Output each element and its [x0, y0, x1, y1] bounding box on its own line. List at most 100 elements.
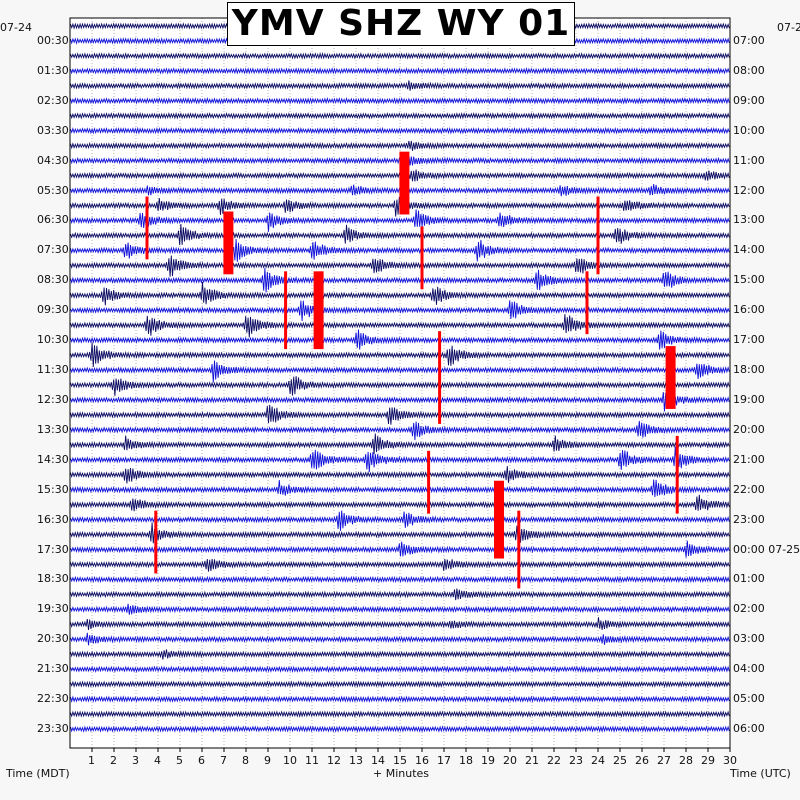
left-time-label: 06:30: [37, 213, 69, 227]
right-time-label: 23:00: [733, 512, 765, 526]
clipped-event-9: [665, 346, 676, 409]
trace-line-18: [70, 281, 730, 306]
x-tick-label-20: 20: [503, 754, 517, 767]
clipped-event-5: [284, 271, 288, 350]
x-tick-label-28: 28: [679, 754, 693, 767]
trace-line-40: [70, 617, 730, 631]
trace-line-47: [70, 725, 730, 733]
left-time-label: 11:30: [37, 363, 69, 377]
left-time-label: 13:30: [37, 422, 69, 436]
trace-line-27: [70, 420, 730, 441]
trace-line-32: [70, 494, 730, 512]
x-tick-label-27: 27: [657, 754, 671, 767]
x-tick-label-10: 10: [283, 754, 297, 767]
trace-line-25: [70, 390, 730, 412]
x-tick-label-17: 17: [437, 754, 451, 767]
trace-line-41: [70, 632, 730, 646]
trace-line-14: [70, 223, 730, 246]
trace-line-31: [70, 479, 730, 498]
x-tick-label-1: 1: [88, 754, 95, 767]
x-tick-label-16: 16: [415, 754, 429, 767]
right-time-label: 17:00: [733, 333, 765, 347]
x-tick-label-21: 21: [525, 754, 539, 767]
right-time-label: 15:00: [733, 273, 765, 287]
clipped-event-1: [145, 196, 149, 260]
left-time-label: 09:30: [37, 303, 69, 317]
left-time-label: 03:30: [37, 123, 69, 137]
trace-line-22: [70, 342, 730, 367]
x-tick-label-4: 4: [154, 754, 161, 767]
trace-line-39: [70, 603, 730, 615]
clipped-event-8: [438, 331, 442, 424]
right-time-label: 13:00: [733, 213, 765, 227]
trace-line-21: [70, 329, 730, 350]
right-time-label: 19:00: [733, 392, 765, 406]
trace-line-5: [70, 96, 730, 105]
x-tick-label-13: 13: [349, 754, 363, 767]
trace-line-20: [70, 314, 730, 338]
left-time-label: 07:30: [37, 243, 69, 257]
left-time-label: 10:30: [37, 333, 69, 347]
left-time-label: 16:30: [37, 512, 69, 526]
x-tick-label-30: 30: [723, 754, 737, 767]
x-tick-label-11: 11: [305, 754, 319, 767]
clipped-event-0: [399, 151, 410, 215]
left-time-label: 20:30: [37, 632, 69, 646]
trace-line-2: [70, 52, 730, 60]
trace-line-37: [70, 575, 730, 584]
x-tick-label-25: 25: [613, 754, 627, 767]
x-tick-label-8: 8: [242, 754, 249, 767]
x-tick-label-6: 6: [198, 754, 205, 767]
trace-line-46: [70, 710, 730, 718]
x-tick-label-26: 26: [635, 754, 649, 767]
trace-line-19: [70, 300, 730, 322]
right-time-label: 05:00: [733, 692, 765, 706]
right-time-label: 03:00: [733, 632, 765, 646]
clipped-event-12: [494, 480, 504, 559]
trace-line-3: [70, 67, 730, 75]
left-time-label: 08:30: [37, 273, 69, 287]
left-time-label: 00:30: [37, 33, 69, 47]
x-tick-label-22: 22: [547, 754, 561, 767]
clipped-event-2: [596, 196, 600, 275]
x-tick-label-18: 18: [459, 754, 473, 767]
chart-title: YMV SHZ WY 01: [227, 2, 575, 46]
right-time-label: 07:00: [733, 33, 765, 47]
clipped-event-13: [517, 510, 521, 589]
date-right-label: 07-2: [777, 21, 800, 34]
right-time-label: 22:00: [733, 482, 765, 496]
x-tick-label-15: 15: [393, 754, 407, 767]
trace-line-34: [70, 522, 730, 544]
right-time-label: 11:00: [733, 153, 765, 167]
left-time-label: 18:30: [37, 572, 69, 586]
left-time-label: 21:30: [37, 662, 69, 676]
right-time-label: 16:00: [733, 303, 765, 317]
clipped-event-3: [223, 211, 234, 275]
trace-line-30: [70, 466, 730, 484]
x-tick-label-9: 9: [264, 754, 271, 767]
x-tick-label-14: 14: [371, 754, 385, 767]
left-time-label: 19:30: [37, 602, 69, 616]
left-time-label: 17:30: [37, 542, 69, 556]
trace-line-38: [70, 588, 730, 601]
right-time-label: 12:00: [733, 183, 765, 197]
right-time-label: 20:00: [733, 422, 765, 436]
left-time-label: 01:30: [37, 63, 69, 77]
trace-line-17: [70, 267, 730, 293]
trace-line-15: [70, 238, 730, 262]
right-time-label: 18:00: [733, 363, 765, 377]
trace-line-23: [70, 360, 730, 383]
right-time-label: 10:00: [733, 123, 765, 137]
x-axis-ticks: [91, 748, 731, 752]
left-time-label: 02:30: [37, 93, 69, 107]
trace-line-43: [70, 665, 730, 674]
x-tick-label-3: 3: [132, 754, 139, 767]
right-time-label: 02:00: [733, 602, 765, 616]
x-tick-label-12: 12: [327, 754, 341, 767]
trace-line-28: [70, 433, 730, 455]
left-time-label: 14:30: [37, 452, 69, 466]
trace-line-6: [70, 111, 730, 120]
x-tick-label-5: 5: [176, 754, 183, 767]
right-time-label: 08:00: [733, 63, 765, 77]
